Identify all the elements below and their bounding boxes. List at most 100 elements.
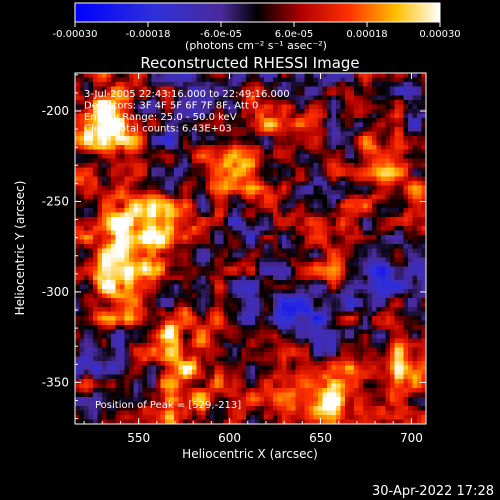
heatmap-cell bbox=[106, 392, 112, 398]
heatmap-cell bbox=[133, 104, 139, 110]
heatmap-cell bbox=[169, 401, 175, 407]
heatmap-cell bbox=[183, 352, 188, 357]
heatmap-cell bbox=[156, 149, 161, 155]
heatmap-cell bbox=[345, 356, 350, 362]
heatmap-cell bbox=[142, 131, 148, 137]
heatmap-cell bbox=[345, 410, 350, 416]
heatmap-cell bbox=[345, 239, 350, 245]
heatmap-cell bbox=[282, 158, 287, 164]
heatmap-cell bbox=[178, 334, 184, 339]
heatmap-cell bbox=[142, 230, 148, 236]
heatmap-cell bbox=[93, 221, 98, 227]
heatmap-cell bbox=[205, 293, 211, 299]
heatmap-cell bbox=[124, 235, 130, 240]
heatmap-cell bbox=[156, 365, 161, 371]
heatmap-cell bbox=[327, 91, 332, 96]
heatmap-cell bbox=[210, 307, 215, 312]
heatmap-cell bbox=[124, 293, 130, 299]
heatmap-cell bbox=[151, 280, 157, 285]
heatmap-cell bbox=[241, 163, 247, 168]
heatmap-cell bbox=[174, 185, 179, 191]
heatmap-cell bbox=[309, 221, 314, 227]
heatmap-cell bbox=[232, 140, 238, 146]
heatmap-cell bbox=[115, 307, 121, 312]
heatmap-cell bbox=[174, 397, 179, 402]
heatmap-cell bbox=[313, 235, 319, 240]
heatmap-cell bbox=[232, 257, 238, 263]
heatmap-cell bbox=[192, 262, 197, 267]
heatmap-cell bbox=[93, 104, 98, 110]
heatmap-cell bbox=[111, 271, 116, 276]
heatmap-cell bbox=[115, 284, 121, 290]
heatmap-cell bbox=[304, 248, 310, 254]
heatmap-cell bbox=[84, 91, 89, 96]
heatmap-cell bbox=[187, 230, 193, 236]
heatmap-cell bbox=[331, 194, 337, 200]
heatmap-cell bbox=[273, 127, 278, 132]
heatmap-cell bbox=[169, 217, 175, 222]
heatmap-cell bbox=[241, 406, 247, 411]
heatmap-cell bbox=[259, 320, 265, 326]
heatmap-cell bbox=[174, 271, 179, 276]
heatmap-cell bbox=[345, 145, 350, 150]
heatmap-cell bbox=[156, 176, 161, 182]
heatmap-cell bbox=[111, 194, 116, 200]
heatmap-cell bbox=[295, 95, 301, 101]
heatmap-cell bbox=[277, 307, 283, 312]
heatmap-cell bbox=[228, 284, 233, 290]
heatmap-cell bbox=[201, 329, 206, 335]
heatmap-cell bbox=[250, 334, 256, 339]
heatmap-cell bbox=[169, 248, 175, 254]
heatmap-cell bbox=[129, 145, 134, 150]
heatmap-cell bbox=[255, 226, 260, 231]
heatmap-cell bbox=[133, 95, 139, 101]
heatmap-cell bbox=[192, 208, 197, 213]
heatmap-cell bbox=[318, 248, 323, 254]
heatmap-cell bbox=[133, 163, 139, 168]
heatmap-cell bbox=[156, 311, 161, 317]
heatmap-cell bbox=[138, 347, 143, 353]
heatmap-cell bbox=[304, 149, 310, 155]
heatmap-cell bbox=[138, 181, 143, 186]
heatmap-cell bbox=[340, 136, 346, 141]
heatmap-cell bbox=[156, 104, 161, 110]
heatmap-cell bbox=[214, 91, 220, 96]
heatmap-cell bbox=[102, 352, 107, 357]
heatmap-cell bbox=[133, 185, 139, 191]
heatmap-cell bbox=[336, 221, 341, 227]
heatmap-cell bbox=[286, 217, 292, 222]
heatmap-cell bbox=[264, 311, 269, 317]
heatmap-cell bbox=[187, 293, 193, 299]
heatmap-cell bbox=[322, 365, 328, 371]
heatmap-cell bbox=[255, 140, 260, 146]
heatmap-cell bbox=[97, 212, 103, 218]
heatmap-cell bbox=[120, 167, 125, 173]
heatmap-cell bbox=[282, 401, 287, 407]
heatmap-cell bbox=[349, 325, 355, 330]
heatmap-cell bbox=[358, 230, 364, 236]
heatmap-cell bbox=[349, 329, 355, 335]
heatmap-cell bbox=[358, 298, 364, 303]
heatmap-cell bbox=[241, 95, 247, 101]
heatmap-cell bbox=[300, 280, 305, 285]
heatmap-cell bbox=[349, 194, 355, 200]
heatmap-cell bbox=[115, 266, 121, 272]
heatmap-cell bbox=[192, 343, 197, 348]
heatmap-cell bbox=[97, 217, 103, 222]
heatmap-cell bbox=[156, 194, 161, 200]
heatmap-cell bbox=[300, 118, 305, 123]
heatmap-cell bbox=[268, 419, 274, 425]
heatmap-cell bbox=[88, 415, 94, 420]
heatmap-cell bbox=[84, 158, 89, 164]
heatmap-cell bbox=[295, 181, 301, 186]
heatmap-cell bbox=[354, 217, 359, 222]
heatmap-cell bbox=[336, 307, 341, 312]
heatmap-cell bbox=[201, 392, 206, 398]
heatmap-cell bbox=[246, 185, 251, 191]
heatmap-cell bbox=[268, 109, 274, 114]
heatmap-cell bbox=[174, 95, 179, 101]
heatmap-cell bbox=[210, 352, 215, 357]
heatmap-cell bbox=[210, 95, 215, 101]
heatmap-cell bbox=[250, 118, 256, 123]
heatmap-cell bbox=[192, 176, 197, 182]
